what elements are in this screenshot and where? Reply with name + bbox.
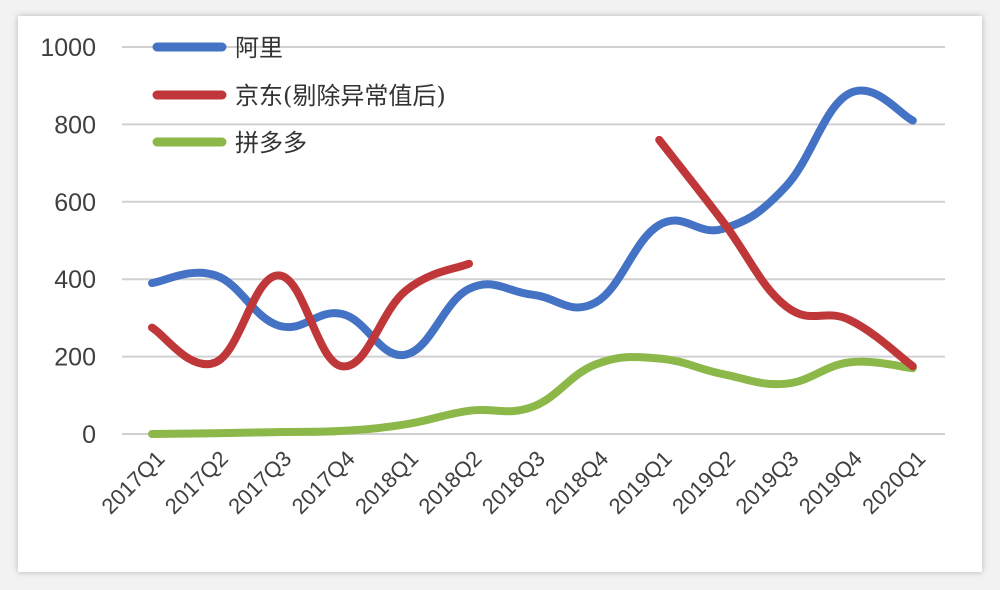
y-tick-label: 800 bbox=[54, 111, 96, 139]
y-tick-label: 1000 bbox=[40, 34, 96, 62]
x-tick-label: 2018Q4 bbox=[540, 446, 613, 519]
x-tick-label: 2017Q2 bbox=[160, 446, 233, 519]
x-tick-label: 2018Q2 bbox=[413, 446, 486, 519]
legend-label: 阿里 bbox=[235, 34, 283, 62]
series-line bbox=[655, 135, 917, 371]
y-tick-label: 0 bbox=[82, 421, 96, 449]
y-tick-label: 200 bbox=[54, 344, 96, 372]
legend-label: 拼多多 bbox=[235, 129, 307, 157]
x-tick-label: 2019Q2 bbox=[667, 446, 740, 519]
legend-label: 京东(剔除异常值后) bbox=[235, 82, 446, 110]
series-lines bbox=[148, 86, 917, 438]
x-tick-label: 2018Q1 bbox=[350, 446, 423, 519]
y-tick-label: 400 bbox=[54, 266, 96, 294]
chart-card bbox=[18, 16, 982, 572]
series-line bbox=[148, 352, 917, 438]
x-axis-ticks: 2017Q12017Q22017Q32017Q42018Q12018Q22018… bbox=[96, 446, 930, 519]
x-tick-label: 2017Q3 bbox=[223, 446, 296, 519]
y-tick-label: 600 bbox=[54, 189, 96, 217]
series-line bbox=[148, 86, 917, 359]
x-tick-label: 2017Q4 bbox=[287, 446, 360, 519]
x-tick-label: 2019Q4 bbox=[794, 446, 867, 519]
x-tick-label: 2019Q3 bbox=[730, 446, 803, 519]
series-line bbox=[148, 259, 473, 371]
x-tick-label: 2020Q1 bbox=[857, 446, 930, 519]
x-tick-label: 2017Q1 bbox=[96, 446, 169, 519]
x-tick-label: 2019Q1 bbox=[604, 446, 677, 519]
y-axis-ticks: 0 200 400 600 800 1000 bbox=[40, 34, 96, 449]
x-tick-label: 2018Q3 bbox=[477, 446, 550, 519]
